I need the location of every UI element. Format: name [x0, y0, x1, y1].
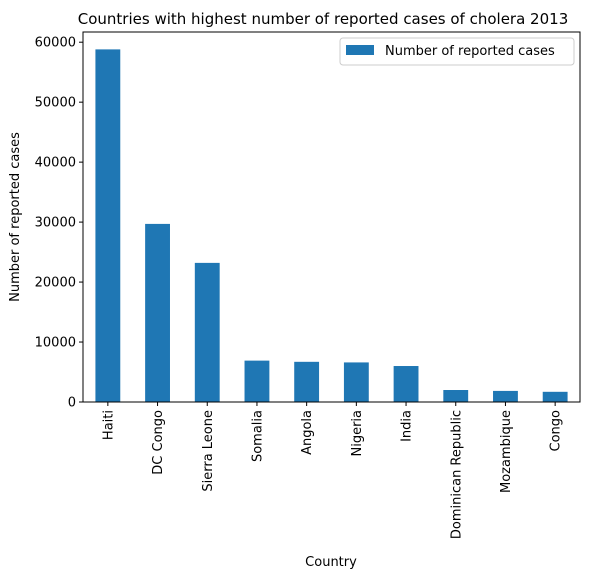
- y-axis-label: Number of reported cases: [8, 132, 23, 302]
- bar-sierra-leone: [194, 262, 220, 402]
- plot-frame: [82, 31, 581, 403]
- bar-haiti: [95, 49, 121, 402]
- bar-dc-congo: [145, 223, 170, 402]
- y-tick-label: 40000: [35, 156, 76, 171]
- bar-mozambique: [493, 390, 518, 402]
- legend-label: Number of reported cases: [385, 44, 555, 59]
- x-tick-label: Haiti: [101, 410, 116, 440]
- y-axis: 0 10000 20000 30000 40000 50000 60000: [35, 36, 83, 411]
- x-tick-label: Somalia: [250, 410, 265, 462]
- y-tick-label: 20000: [35, 276, 76, 291]
- chart-title: Countries with highest number of reporte…: [78, 10, 568, 28]
- x-tick-label: Nigeria: [350, 410, 365, 457]
- y-tick-label: 50000: [35, 96, 76, 111]
- legend: Number of reported cases: [339, 37, 575, 66]
- x-tick-label: India: [400, 410, 415, 442]
- x-tick-label: Dominican Republic: [449, 410, 464, 539]
- x-axis-label: Country: [305, 555, 357, 570]
- bar-somalia: [244, 360, 270, 402]
- bars-layer: [95, 49, 568, 402]
- y-tick-label: 60000: [35, 36, 76, 51]
- bar-angola: [294, 361, 320, 402]
- y-tick-label: 30000: [35, 216, 76, 231]
- bar-congo: [542, 391, 568, 402]
- legend-box: [339, 37, 575, 66]
- bar-dominican-republic: [443, 390, 469, 402]
- bar-india: [393, 366, 419, 402]
- x-tick-label: Mozambique: [499, 410, 514, 493]
- x-tick-label: Sierra Leone: [201, 410, 216, 492]
- x-tick-label: Angola: [300, 410, 315, 455]
- x-tick-label: DC Congo: [151, 410, 166, 475]
- bar-nigeria: [343, 362, 369, 402]
- x-tick-label: Congo: [549, 410, 564, 452]
- legend-swatch: [346, 45, 374, 55]
- y-tick-label: 10000: [35, 336, 76, 351]
- x-axis: Haiti DC Congo Sierra Leone Somalia Angola Ni…: [101, 402, 564, 539]
- y-tick-label: 0: [68, 396, 76, 411]
